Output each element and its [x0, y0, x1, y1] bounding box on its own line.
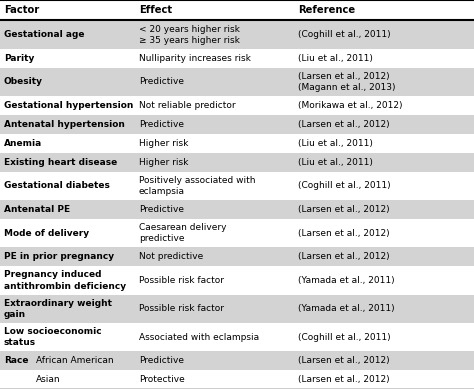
Text: Gestational diabetes: Gestational diabetes	[4, 181, 109, 190]
Text: (Larsen et al., 2012): (Larsen et al., 2012)	[298, 229, 389, 238]
Bar	[0, 68, 474, 96]
Bar	[0, 172, 474, 200]
Bar	[0, 370, 474, 389]
Text: Asian: Asian	[36, 375, 60, 384]
Text: < 20 years higher risk
≥ 35 years higher risk: < 20 years higher risk ≥ 35 years higher…	[139, 25, 240, 45]
Text: (Larsen et al., 2012): (Larsen et al., 2012)	[298, 375, 389, 384]
Text: (Liu et al., 2011): (Liu et al., 2011)	[298, 54, 373, 63]
Text: Reference: Reference	[298, 5, 355, 15]
Bar	[0, 247, 474, 266]
Text: Predictive: Predictive	[139, 205, 184, 214]
Bar	[0, 200, 474, 219]
Text: (Morikawa et al., 2012): (Morikawa et al., 2012)	[298, 101, 402, 110]
Text: Not reliable predictor: Not reliable predictor	[139, 101, 236, 110]
Bar	[0, 115, 474, 134]
Text: Higher risk: Higher risk	[139, 139, 188, 148]
Text: (Liu et al., 2011): (Liu et al., 2011)	[298, 139, 373, 148]
Text: (Yamada et al., 2011): (Yamada et al., 2011)	[298, 304, 394, 313]
Text: Predictive: Predictive	[139, 77, 184, 86]
Text: Positively associated with
eclampsia: Positively associated with eclampsia	[139, 176, 255, 196]
Text: Gestational hypertension: Gestational hypertension	[4, 101, 133, 110]
Text: Effect: Effect	[139, 5, 172, 15]
Text: Antenatal PE: Antenatal PE	[4, 205, 70, 214]
Text: (Coghill et al., 2011): (Coghill et al., 2011)	[298, 181, 390, 190]
Bar	[0, 351, 474, 370]
Text: (Larsen et al., 2012): (Larsen et al., 2012)	[298, 252, 389, 261]
Text: Predictive: Predictive	[139, 356, 184, 365]
Text: Gestational age: Gestational age	[4, 30, 84, 39]
Text: (Coghill et al., 2011): (Coghill et al., 2011)	[298, 30, 390, 39]
Text: (Coghill et al., 2011): (Coghill et al., 2011)	[298, 333, 390, 342]
Bar	[0, 153, 474, 172]
Bar	[0, 323, 474, 351]
Bar	[0, 266, 474, 294]
Text: (Larsen et al., 2012): (Larsen et al., 2012)	[298, 205, 389, 214]
Text: (Larsen et al., 2012): (Larsen et al., 2012)	[298, 120, 389, 129]
Bar	[0, 96, 474, 115]
Text: Anemia: Anemia	[4, 139, 42, 148]
Text: Mode of delivery: Mode of delivery	[4, 229, 89, 238]
Bar	[0, 294, 474, 323]
Text: Pregnancy induced
antithrombin deficiency: Pregnancy induced antithrombin deficienc…	[4, 270, 126, 291]
Text: Predictive: Predictive	[139, 120, 184, 129]
Text: PE in prior pregnancy: PE in prior pregnancy	[4, 252, 114, 261]
Bar	[0, 219, 474, 247]
Text: Higher risk: Higher risk	[139, 158, 188, 167]
Text: Low socioeconomic
status: Low socioeconomic status	[4, 327, 101, 347]
Text: Factor: Factor	[4, 5, 39, 15]
Text: Parity: Parity	[4, 54, 34, 63]
Bar	[0, 0, 474, 21]
Text: Race: Race	[4, 356, 28, 365]
Text: (Liu et al., 2011): (Liu et al., 2011)	[298, 158, 373, 167]
Text: Antenatal hypertension: Antenatal hypertension	[4, 120, 125, 129]
Bar	[0, 49, 474, 68]
Text: Nulliparity increases risk: Nulliparity increases risk	[139, 54, 251, 63]
Text: Caesarean delivery
predictive: Caesarean delivery predictive	[139, 223, 227, 243]
Text: Associated with eclampsia: Associated with eclampsia	[139, 333, 259, 342]
Text: Obesity: Obesity	[4, 77, 43, 86]
Bar	[0, 134, 474, 153]
Text: Not predictive: Not predictive	[139, 252, 203, 261]
Text: Protective: Protective	[139, 375, 185, 384]
Text: (Larsen et al., 2012)
(Magann et al., 2013): (Larsen et al., 2012) (Magann et al., 20…	[298, 72, 395, 92]
Text: (Yamada et al., 2011): (Yamada et al., 2011)	[298, 276, 394, 285]
Text: Existing heart disease: Existing heart disease	[4, 158, 117, 167]
Text: Possible risk factor: Possible risk factor	[139, 304, 224, 313]
Bar	[0, 21, 474, 49]
Text: Extraordinary weight
gain: Extraordinary weight gain	[4, 299, 112, 319]
Text: African American: African American	[36, 356, 113, 365]
Text: Possible risk factor: Possible risk factor	[139, 276, 224, 285]
Text: (Larsen et al., 2012): (Larsen et al., 2012)	[298, 356, 389, 365]
